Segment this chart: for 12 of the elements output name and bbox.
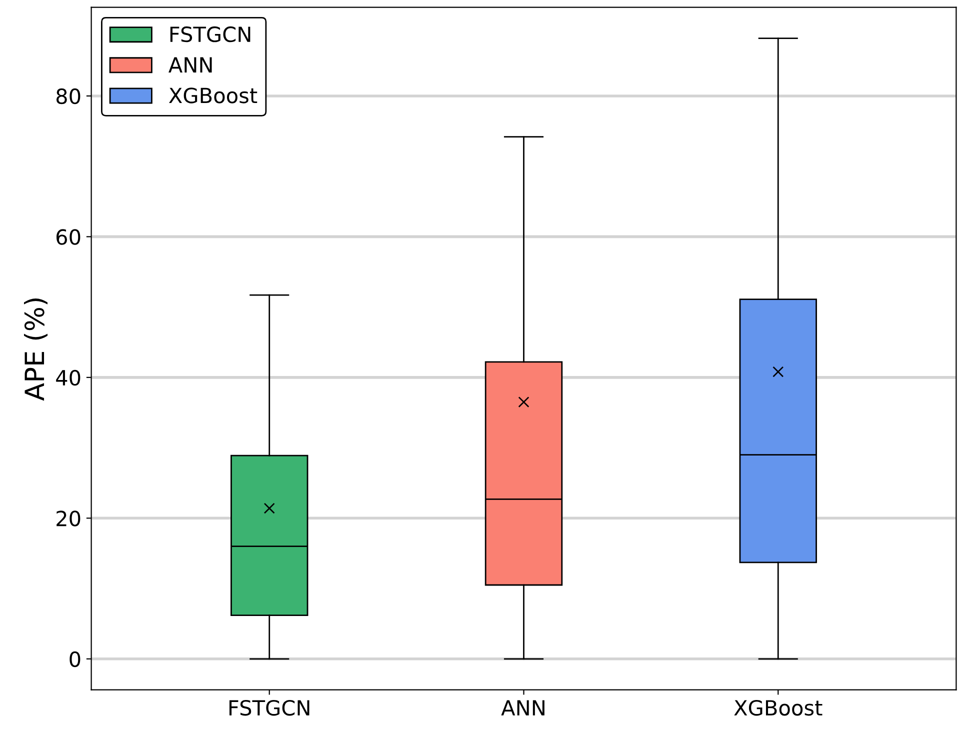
x-tick-label: ANN xyxy=(501,700,544,716)
x-tick-label: FSTGCN xyxy=(229,700,310,716)
x-tick-label: XGBoost xyxy=(734,700,822,716)
legend-label: FSTGCN xyxy=(170,26,250,42)
y-tick-label: 0 xyxy=(70,651,80,668)
y-tick-label: 40 xyxy=(56,370,80,386)
legend-label: XGBoost xyxy=(169,88,258,104)
y-tick-label: 60 xyxy=(56,229,80,245)
y-tick-label: 20 xyxy=(56,510,80,526)
y-tick-label: 80 xyxy=(56,88,80,104)
legend-label: ANN xyxy=(168,57,212,72)
y-axis-title: APE (%) xyxy=(24,298,48,401)
